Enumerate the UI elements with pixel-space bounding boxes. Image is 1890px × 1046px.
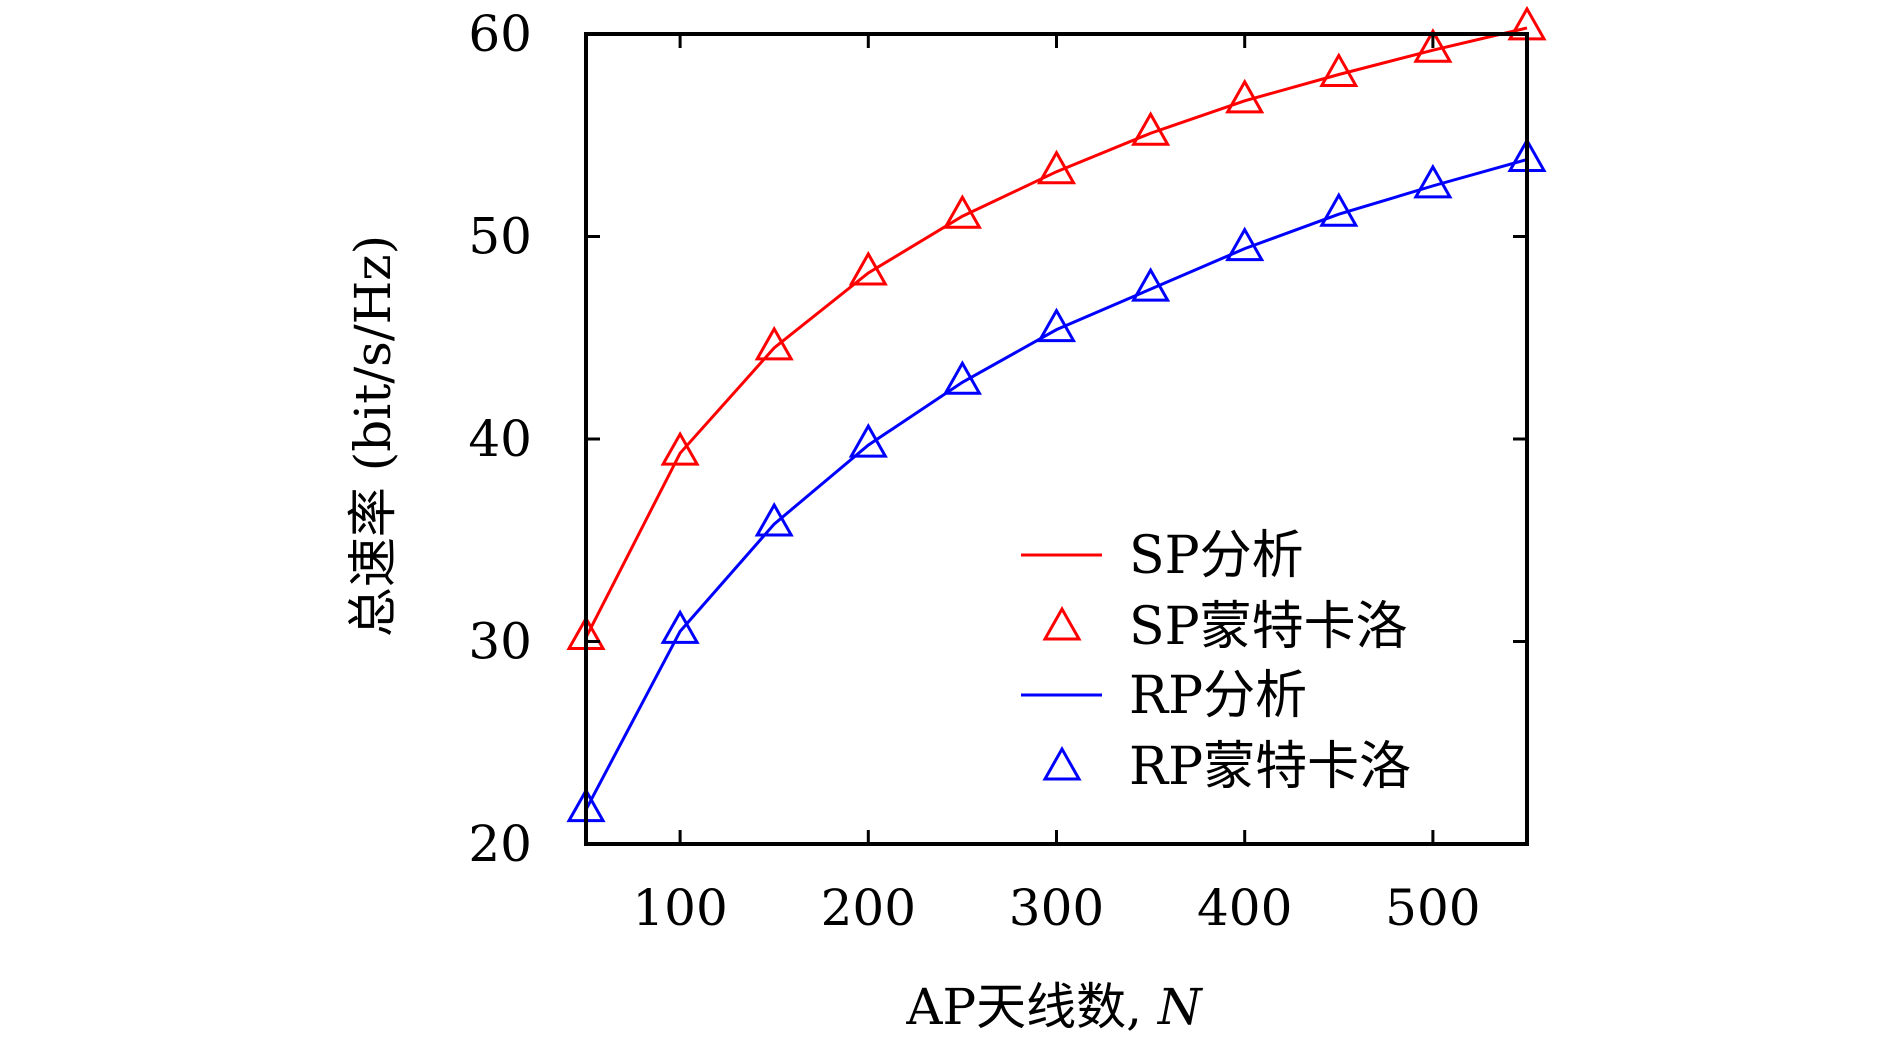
series-line-2 <box>584 158 1528 811</box>
legend-marker-3 <box>1042 745 1082 781</box>
series-marker-1 <box>1413 28 1453 63</box>
series-marker-1 <box>1036 149 1077 185</box>
x-axis-label: AP天线数, N <box>905 978 1204 1036</box>
axis-ticks: 100 200 300 400 500 20 30 40 50 60 <box>468 5 1527 937</box>
x-tick-label: 100 <box>632 879 727 937</box>
y-tick-label: 40 <box>468 410 532 468</box>
series-marker-3 <box>754 502 794 537</box>
series-marker-1 <box>660 431 700 466</box>
series-marker-3 <box>1413 163 1453 199</box>
series-marker-3 <box>660 609 700 644</box>
legend-marker-1 <box>1042 605 1082 641</box>
series-marker-1 <box>754 325 794 361</box>
x-axis-label-variable: N <box>1157 978 1204 1036</box>
x-tick-label: 400 <box>1197 879 1292 937</box>
x-axis-label-prefix: AP天线数, <box>905 978 1158 1036</box>
series-marker-1 <box>1131 111 1171 146</box>
legend-label: SP分析 <box>1129 526 1304 586</box>
series-marker-3 <box>1319 192 1359 227</box>
x-tick-label: 200 <box>821 879 916 937</box>
series-marker-3 <box>1036 307 1077 343</box>
series-marker-3 <box>1225 226 1265 262</box>
y-tick-label: 30 <box>468 613 532 671</box>
legend-label: RP蒙特卡洛 <box>1129 737 1411 797</box>
series-marker-1 <box>942 194 982 229</box>
plot-marks <box>566 5 1547 823</box>
y-tick-label: 60 <box>468 5 532 63</box>
series-marker-1 <box>1225 78 1265 114</box>
series-line-0 <box>584 26 1528 639</box>
legend: SP分析 SP蒙特卡洛 RP分析 RP蒙特卡洛 <box>1021 526 1411 797</box>
series-marker-1 <box>848 250 888 286</box>
x-tick-label: 300 <box>1009 879 1104 937</box>
series-marker-3 <box>848 423 888 458</box>
series-marker-1 <box>1319 52 1359 87</box>
series-marker-3 <box>942 360 982 395</box>
y-tick-label: 20 <box>468 815 532 873</box>
legend-label: SP蒙特卡洛 <box>1129 597 1408 657</box>
y-tick-label: 50 <box>468 208 532 266</box>
y-axis-label: 总速率 (bit/s/Hz) <box>344 235 402 637</box>
legend-label: RP分析 <box>1129 666 1307 726</box>
series-marker-3 <box>1131 267 1171 302</box>
x-tick-label: 500 <box>1385 879 1480 937</box>
